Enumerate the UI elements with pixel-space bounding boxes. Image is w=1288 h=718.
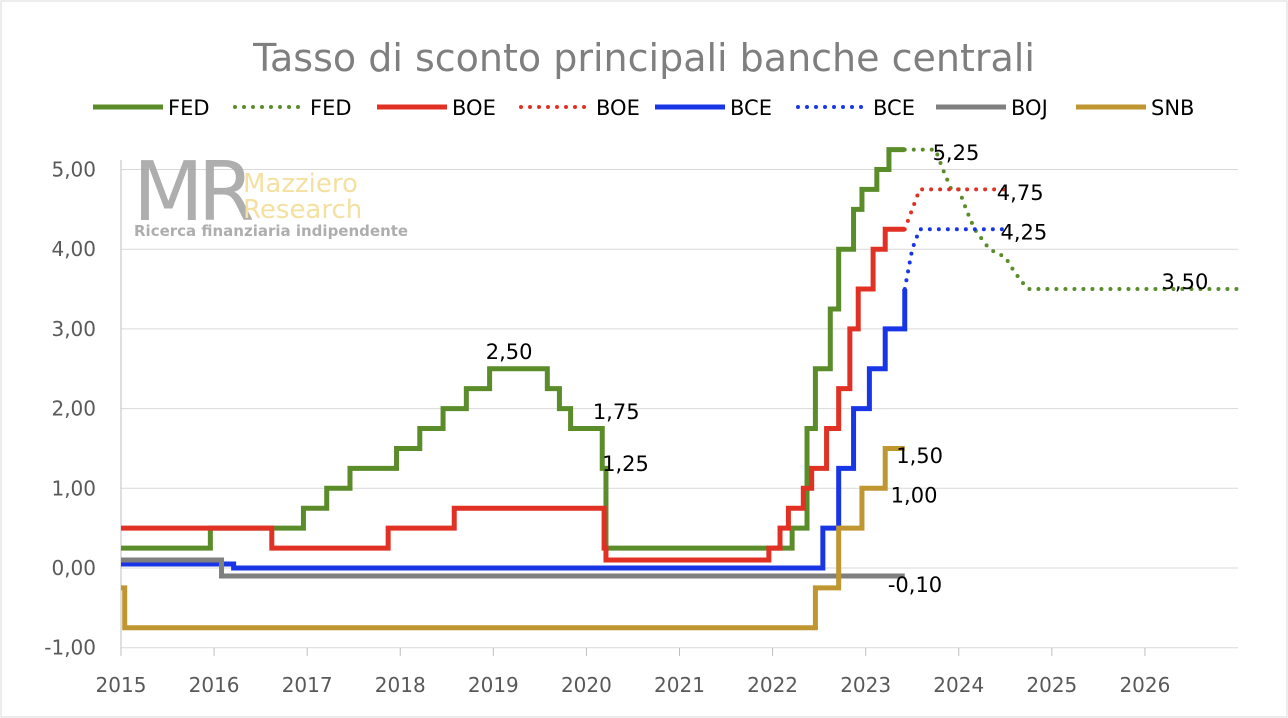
series-line-snb <box>121 445 905 631</box>
logo-name-line2: Research <box>243 195 362 225</box>
data-label: 1,00 <box>891 484 938 508</box>
legend-label: BOE <box>452 96 496 120</box>
y-tick-label: 5,00 <box>51 158 96 182</box>
watermark-logo: MR Mazziero Research Ricerca finanziaria… <box>133 145 408 240</box>
x-tick-label: 2016 <box>189 673 240 697</box>
series-line-fed <box>121 147 905 551</box>
x-tick-label: 2026 <box>1119 673 1170 697</box>
legend-item-bce-forecast: BCE <box>796 96 915 120</box>
data-label: 1,75 <box>593 400 640 424</box>
series-line-bce-forecast <box>902 227 1008 292</box>
data-label: -0,10 <box>888 573 942 597</box>
logo-monogram: MR <box>133 145 253 240</box>
x-tick-label: 2015 <box>96 673 147 697</box>
x-tick-label: 2025 <box>1026 673 1077 697</box>
gridlines <box>120 160 1238 656</box>
legend-label: BCE <box>873 96 915 120</box>
series-group <box>121 147 1240 631</box>
legend-item-boe: BOE <box>377 96 496 120</box>
legend-item-fed: FED <box>93 96 210 120</box>
legend-label: BCE <box>730 96 772 120</box>
x-tick-label: 2018 <box>375 673 426 697</box>
data-label: 4,75 <box>997 181 1044 205</box>
legend-label: SNB <box>1151 96 1194 120</box>
chart-title: Tasso di sconto principali banche centra… <box>252 36 1035 80</box>
y-tick-label: 1,00 <box>51 476 96 500</box>
x-tick-label: 2024 <box>933 673 984 697</box>
data-label: 5,25 <box>933 141 980 165</box>
legend-label: BOJ <box>1011 96 1048 120</box>
legend-label: FED <box>168 96 210 120</box>
data-label: 3,50 <box>1162 270 1209 294</box>
data-label: 2,50 <box>486 340 533 364</box>
y-tick-label: 0,00 <box>51 556 96 580</box>
logo-tagline: Ricerca finanziaria indipendente <box>134 222 408 240</box>
data-label: 1,25 <box>602 452 649 476</box>
legend-item-fed-forecast: FED <box>233 96 352 120</box>
legend-label: BOE <box>596 96 640 120</box>
x-tick-label: 2020 <box>561 673 612 697</box>
legend-item-boj: BOJ <box>936 96 1048 120</box>
legend-item-bce: BCE <box>655 96 772 120</box>
data-labels: 5,25 4,75 4,25 3,50 2,50 1,75 1,25 1,50 1,00 -0,1… <box>486 141 1209 597</box>
x-tick-label: 2022 <box>747 673 798 697</box>
series-line-bce <box>121 289 908 571</box>
data-label: 4,25 <box>1001 221 1048 245</box>
series-line-boe-forecast <box>902 187 1008 232</box>
legend-item-boe-forecast: BOE <box>519 96 640 120</box>
series-line-boe <box>121 226 905 563</box>
y-tick-label: 2,00 <box>51 397 96 421</box>
logo-name-line1: Mazziero <box>243 169 358 199</box>
x-tick-label: 2023 <box>840 673 891 697</box>
legend: FED FED BOE BOE BCE BCE BOJ SNB <box>93 96 1194 120</box>
y-tick-label: 4,00 <box>51 237 96 261</box>
x-tick-label: 2017 <box>282 673 333 697</box>
x-tick-label: 2019 <box>468 673 519 697</box>
x-tick-label: 2021 <box>654 673 705 697</box>
tick-labels: -1,00 0,00 1,00 2,00 3,00 4,00 5,00 2015 2016 201… <box>44 158 1170 698</box>
legend-label: FED <box>310 96 352 120</box>
data-label: 1,50 <box>896 444 943 468</box>
y-tick-label: -1,00 <box>44 636 96 660</box>
legend-item-snb: SNB <box>1076 96 1194 120</box>
series-line-boj <box>121 557 905 579</box>
y-tick-label: 3,00 <box>51 317 96 341</box>
